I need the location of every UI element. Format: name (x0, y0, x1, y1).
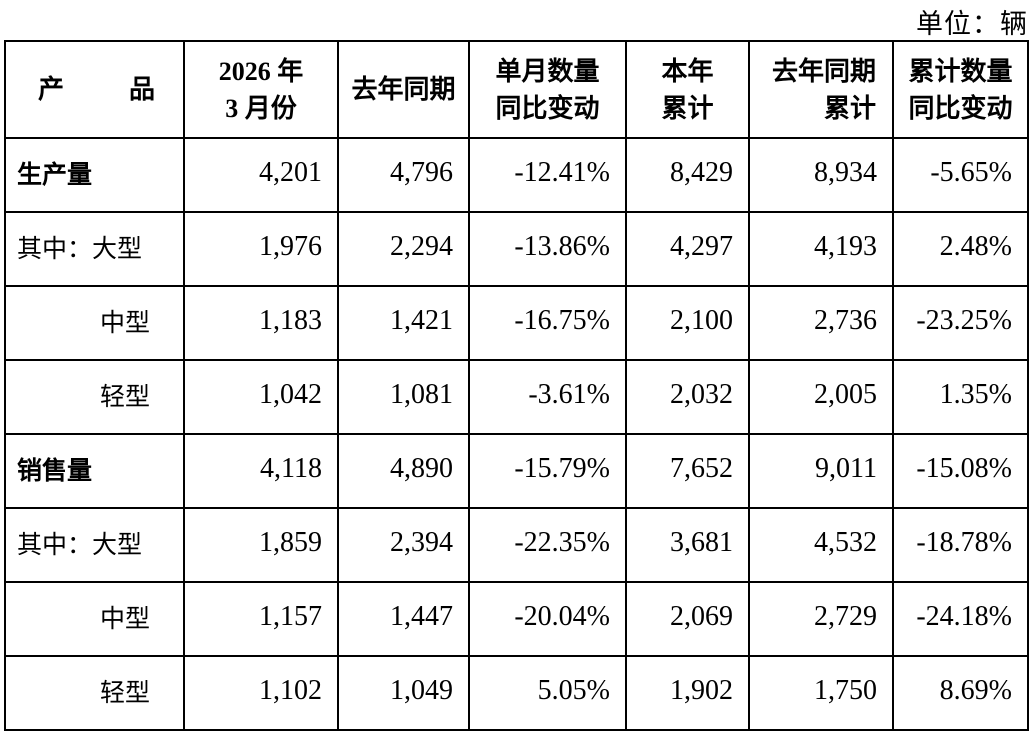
header-ytd-total: 本年 累计 (625, 40, 750, 139)
cell-last-year-same-period: 4,890 (337, 433, 470, 509)
cell-last-year-ytd-total: 9,011 (748, 433, 894, 509)
cell-cumulative-yoy-change: -23.25% (892, 285, 1029, 361)
table-row-production-light: 轻型 1,042 1,081 -3.61% 2,032 2,005 1.35% (4, 359, 1029, 435)
row-label: 中型 (4, 581, 185, 657)
cell-last-year-ytd-total: 1,750 (748, 655, 894, 731)
cell-ytd-total: 7,652 (625, 433, 750, 509)
row-label: 中型 (4, 285, 185, 361)
cell-cumulative-yoy-change: 2.48% (892, 211, 1029, 287)
cell-current-month: 4,118 (183, 433, 339, 509)
cell-current-month: 1,859 (183, 507, 339, 583)
production-sales-table: 产 品 2026 年 3 月份 去年同期 单月数量 同比变动 本年 累计 去 (4, 40, 1029, 731)
cell-current-month: 1,102 (183, 655, 339, 731)
header-row: 产 品 2026 年 3 月份 去年同期 单月数量 同比变动 本年 累计 去 (4, 40, 1029, 139)
cell-last-year-ytd-total: 8,934 (748, 137, 894, 213)
table-row-production: 生产量 4,201 4,796 -12.41% 8,429 8,934 -5.6… (4, 137, 1029, 213)
cell-last-year-ytd-total: 4,193 (748, 211, 894, 287)
cell-ytd-total: 4,297 (625, 211, 750, 287)
cell-monthly-yoy-change: -15.79% (468, 433, 627, 509)
cell-monthly-yoy-change: -22.35% (468, 507, 627, 583)
table-row-sales-light: 轻型 1,102 1,049 5.05% 1,902 1,750 8.69% (4, 655, 1029, 731)
cell-last-year-ytd-total: 2,736 (748, 285, 894, 361)
cell-last-year-ytd-total: 4,532 (748, 507, 894, 583)
cell-last-year-same-period: 1,447 (337, 581, 470, 657)
cell-cumulative-yoy-change: -5.65% (892, 137, 1029, 213)
cell-current-month: 1,157 (183, 581, 339, 657)
cell-cumulative-yoy-change: -24.18% (892, 581, 1029, 657)
cell-ytd-total: 2,069 (625, 581, 750, 657)
cell-last-year-ytd-total: 2,005 (748, 359, 894, 435)
cell-monthly-yoy-change: -16.75% (468, 285, 627, 361)
table-body: 生产量 4,201 4,796 -12.41% 8,429 8,934 -5.6… (4, 137, 1029, 731)
cell-ytd-total: 2,100 (625, 285, 750, 361)
cell-last-year-same-period: 2,294 (337, 211, 470, 287)
table-header: 产 品 2026 年 3 月份 去年同期 单月数量 同比变动 本年 累计 去 (4, 40, 1029, 139)
cell-last-year-same-period: 2,394 (337, 507, 470, 583)
header-product: 产 品 (4, 40, 185, 139)
cell-last-year-same-period: 1,081 (337, 359, 470, 435)
cell-ytd-total: 8,429 (625, 137, 750, 213)
row-label: 生产量 (4, 137, 185, 213)
table-row-sales: 销售量 4,118 4,890 -15.79% 7,652 9,011 -15.… (4, 433, 1029, 509)
cell-last-year-same-period: 4,796 (337, 137, 470, 213)
table-row-sales-medium: 中型 1,157 1,447 -20.04% 2,069 2,729 -24.1… (4, 581, 1029, 657)
header-last-year-ytd-total: 去年同期 累计 (748, 40, 894, 139)
cell-monthly-yoy-change: -20.04% (468, 581, 627, 657)
cell-cumulative-yoy-change: 8.69% (892, 655, 1029, 731)
row-label: 销售量 (4, 433, 185, 509)
header-current-month: 2026 年 3 月份 (183, 40, 339, 139)
row-label: 轻型 (4, 655, 185, 731)
cell-last-year-same-period: 1,421 (337, 285, 470, 361)
header-cumulative-yoy-change: 累计数量 同比变动 (892, 40, 1029, 139)
cell-ytd-total: 3,681 (625, 507, 750, 583)
cell-last-year-ytd-total: 2,729 (748, 581, 894, 657)
cell-cumulative-yoy-change: -18.78% (892, 507, 1029, 583)
table-row-production-medium: 中型 1,183 1,421 -16.75% 2,100 2,736 -23.2… (4, 285, 1029, 361)
cell-current-month: 1,042 (183, 359, 339, 435)
cell-cumulative-yoy-change: -15.08% (892, 433, 1029, 509)
header-product-left: 产 (38, 75, 65, 104)
header-monthly-yoy-change: 单月数量 同比变动 (468, 40, 627, 139)
cell-current-month: 1,976 (183, 211, 339, 287)
cell-monthly-yoy-change: -13.86% (468, 211, 627, 287)
table-row-sales-large: 其中：大型 1,859 2,394 -22.35% 3,681 4,532 -1… (4, 507, 1029, 583)
cell-current-month: 4,201 (183, 137, 339, 213)
header-last-year-same-period: 去年同期 (337, 40, 470, 139)
cell-cumulative-yoy-change: 1.35% (892, 359, 1029, 435)
row-label: 轻型 (4, 359, 185, 435)
unit-label: 单位：辆 (916, 9, 1028, 39)
cell-ytd-total: 2,032 (625, 359, 750, 435)
cell-last-year-same-period: 1,049 (337, 655, 470, 731)
header-product-right: 品 (128, 75, 155, 104)
row-label: 其中：大型 (4, 507, 185, 583)
row-label: 其中：大型 (4, 211, 185, 287)
cell-monthly-yoy-change: -12.41% (468, 137, 627, 213)
cell-current-month: 1,183 (183, 285, 339, 361)
cell-ytd-total: 1,902 (625, 655, 750, 731)
table-row-production-large: 其中：大型 1,976 2,294 -13.86% 4,297 4,193 2.… (4, 211, 1029, 287)
cell-monthly-yoy-change: 5.05% (468, 655, 627, 731)
cell-monthly-yoy-change: -3.61% (468, 359, 627, 435)
